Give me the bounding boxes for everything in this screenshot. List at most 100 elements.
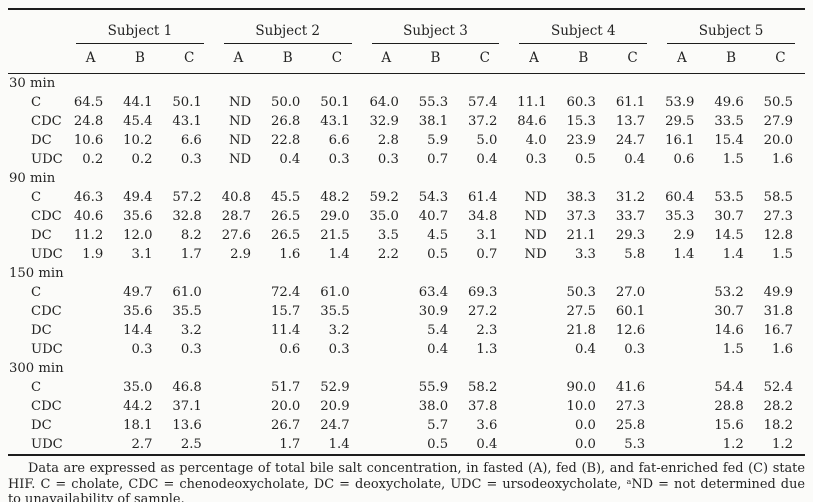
value-cell <box>657 283 706 302</box>
value-cell <box>362 321 411 340</box>
value-cell: 24.7 <box>320 418 350 433</box>
subject-header-5: Subject 5 <box>657 9 805 45</box>
value-cell: 3.2 <box>328 323 350 338</box>
value-cell: 34.8 <box>468 209 498 224</box>
value-cell: 16.7 <box>763 323 793 338</box>
bile-salt-label: CDC <box>31 209 62 224</box>
bile-salt-composition-table: Subject 1 Subject 2 Subject 3 Subject 4 Subj… <box>8 8 805 456</box>
data-row: C 64.5 44.1 50.1 ND 50.0 50.1 64.0 55.3 57.4 11.1 6… <box>8 93 805 112</box>
value-cell: ND <box>524 228 547 243</box>
value-cell: 2.9 <box>673 228 695 243</box>
section-row: 30 min <box>8 74 805 94</box>
value-cell <box>509 302 558 321</box>
value-cell: 32.8 <box>172 209 202 224</box>
value-cell <box>66 397 115 416</box>
condition-header-b-subject-1: B <box>115 45 165 74</box>
value-cell <box>657 302 706 321</box>
value-cell: 3.2 <box>180 323 202 338</box>
value-cell <box>509 378 558 397</box>
value-cell: 61.0 <box>320 285 350 300</box>
value-cell: 46.3 <box>73 190 104 205</box>
value-cell: ND <box>228 95 252 110</box>
value-cell: 50.1 <box>172 95 202 110</box>
value-cell: 1.5 <box>772 247 793 262</box>
value-cell: 2.7 <box>131 437 153 452</box>
bile-salt-label: CDC <box>31 304 62 319</box>
value-cell: 27.6 <box>221 228 252 243</box>
value-cell: 27.0 <box>615 285 646 300</box>
value-cell <box>509 435 558 455</box>
condition-header-b-subject-3: B <box>410 45 461 74</box>
value-cell: 3.5 <box>377 228 399 243</box>
value-cell: 28.8 <box>714 399 744 414</box>
value-cell: 5.8 <box>624 247 646 262</box>
value-cell <box>66 321 115 340</box>
value-cell: 2.2 <box>377 247 399 262</box>
value-cell: 28.7 <box>221 209 252 224</box>
value-cell: 40.8 <box>221 190 252 205</box>
value-cell: ND <box>524 247 547 262</box>
value-cell: 84.6 <box>517 114 547 129</box>
value-cell: 53.5 <box>714 190 744 205</box>
value-cell: 44.2 <box>123 399 153 414</box>
value-cell <box>509 416 558 435</box>
value-cell: 61.4 <box>468 190 498 205</box>
value-cell: 29.3 <box>615 228 646 243</box>
value-cell: 2.9 <box>230 247 252 262</box>
data-row: UDC 1.9 3.1 1.7 2.9 1.6 1.4 2.2 0.5 0.7 ND 3.3 5.8 1.… <box>8 245 805 264</box>
value-cell: 50.0 <box>270 95 301 110</box>
row-label-header-spacer <box>8 45 66 74</box>
bile-salt-label: DC <box>31 418 52 433</box>
value-cell: 26.5 <box>270 209 301 224</box>
value-cell: 0.3 <box>131 342 153 357</box>
data-row: UDC 0.3 0.3 0.6 0.3 0.4 1.3 0.4 0.3 1.5 1.6 <box>8 340 805 359</box>
value-cell: 15.3 <box>566 114 596 129</box>
value-cell: 1.4 <box>328 437 350 452</box>
value-cell: 31.2 <box>615 190 646 205</box>
value-cell: ND <box>524 190 547 205</box>
value-cell: 58.5 <box>763 190 793 205</box>
value-cell: 26.5 <box>270 228 301 243</box>
value-cell: 60.4 <box>665 190 695 205</box>
value-cell: 1.6 <box>279 247 301 262</box>
value-cell: 38.0 <box>418 399 449 414</box>
condition-header-b-subject-5: B <box>706 45 756 74</box>
value-cell: 64.5 <box>73 95 104 110</box>
value-cell: 40.7 <box>418 209 449 224</box>
value-cell: 32.9 <box>369 114 399 129</box>
value-cell: 43.1 <box>172 114 202 129</box>
value-cell: 0.2 <box>82 152 104 167</box>
value-cell <box>214 340 263 359</box>
value-cell <box>66 416 115 435</box>
condition-header-a-subject-2: A <box>213 45 264 74</box>
value-cell: 50.5 <box>763 95 793 110</box>
data-row: CDC 24.8 45.4 43.1 ND 26.8 43.1 32.9 38.1 37.2 84.… <box>8 112 805 131</box>
subject-header-3: Subject 3 <box>362 9 510 45</box>
value-cell: 0.3 <box>377 152 399 167</box>
bile-salt-label: DC <box>31 133 52 148</box>
value-cell: 10.0 <box>566 399 596 414</box>
value-cell: 10.2 <box>123 133 153 148</box>
value-cell: 0.3 <box>180 342 202 357</box>
value-cell: 10.6 <box>73 133 104 148</box>
bile-salt-label: DC <box>31 228 52 243</box>
value-cell: ND <box>228 114 252 129</box>
value-cell: 90.0 <box>566 380 596 395</box>
condition-header-c-subject-3: C <box>460 45 510 74</box>
value-cell: 5.0 <box>476 133 498 148</box>
row-label-header <box>8 9 66 45</box>
value-cell <box>362 378 411 397</box>
value-cell: 1.6 <box>772 342 793 357</box>
data-row: DC 10.6 10.2 6.6 ND 22.8 6.6 2.8 5.9 5.0 4.0 23.9 24… <box>8 131 805 150</box>
value-cell: 57.4 <box>468 95 498 110</box>
subject-header-label: Subject 5 <box>667 23 795 44</box>
value-cell: 5.3 <box>624 437 646 452</box>
subject-header-2: Subject 2 <box>214 9 362 45</box>
condition-header-c-subject-4: C <box>607 45 658 74</box>
value-cell: 1.5 <box>722 342 744 357</box>
value-cell: 64.0 <box>369 95 399 110</box>
data-row: CDC 40.6 35.6 32.8 28.7 26.5 29.0 35.0 40.7 34.8 N… <box>8 207 805 226</box>
bile-salt-label: C <box>31 95 42 110</box>
value-cell: 1.7 <box>180 247 202 262</box>
